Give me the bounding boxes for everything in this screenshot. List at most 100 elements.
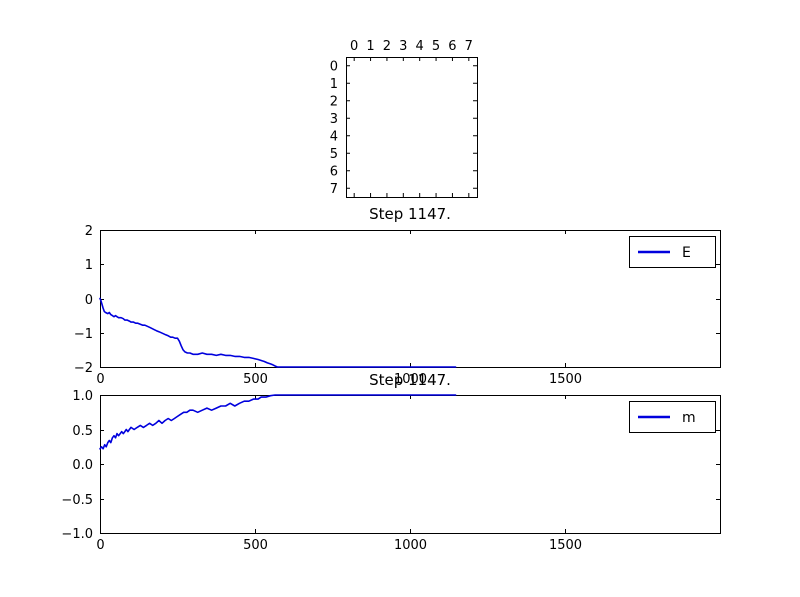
y-tick-label: 1 [330, 77, 338, 92]
x-tick-label: 500 [243, 372, 268, 387]
energy-legend: E [629, 236, 716, 268]
lattice-cell [444, 179, 461, 197]
x-tick-label: 1000 [394, 538, 427, 553]
y-tick-label: 7 [330, 182, 338, 197]
lattice-cell [395, 144, 412, 162]
lattice-cell [378, 57, 396, 75]
lattice-cell [411, 57, 428, 75]
y-tick-label: 5 [330, 147, 338, 162]
magnetization-plot: 0 500 1000 1500 1.0 0.5 0.0 −0.5 −1.0 [61, 389, 721, 553]
x-tick-label: 1500 [549, 372, 582, 387]
lattice-cell [427, 57, 445, 75]
lattice-cell [427, 109, 445, 127]
x-tick-label: 1500 [549, 538, 582, 553]
lattice-cell [460, 162, 478, 180]
axes-box [100, 395, 721, 534]
x-tick-label: 4 [416, 39, 424, 54]
magnetization-legend: m [629, 401, 716, 433]
lattice-cell [346, 127, 363, 145]
lattice-cell [460, 127, 478, 145]
x-tick-label: 1000 [394, 372, 427, 387]
lattice-cell [411, 179, 428, 197]
lattice-cell [362, 57, 379, 75]
x-tick-label: 500 [243, 538, 268, 553]
legend-label-m: m [682, 410, 696, 426]
lattice-cell [444, 127, 461, 145]
lattice-cell [444, 144, 461, 162]
lattice-cell [346, 179, 363, 197]
lattice-cell [395, 92, 412, 110]
lattice-cell [346, 57, 363, 75]
lattice-cell [362, 109, 379, 127]
lattice-cell [411, 92, 428, 110]
lattice-cell [460, 57, 478, 75]
lattice-cell [378, 144, 396, 162]
energy-plot-title: Step 1147. [369, 205, 451, 223]
y-tick-label: 0.0 [72, 458, 93, 473]
legend-label-E: E [682, 245, 691, 261]
y-tick-label: −0.5 [61, 493, 93, 508]
y-tick-label: −1.0 [61, 527, 93, 542]
axes-box [100, 230, 721, 368]
y-tick-label: 0 [330, 59, 338, 74]
lattice-cell [378, 179, 396, 197]
lattice-cell [378, 109, 396, 127]
series-line-m [99, 394, 457, 450]
x-tick-label: 6 [448, 39, 456, 54]
lattice-cell [362, 127, 379, 145]
y-tick-label: 0 [85, 293, 93, 308]
lattice-cell [346, 144, 363, 162]
series-line-E [99, 297, 457, 368]
lattice-cell [395, 127, 412, 145]
y-tick-label: 1 [85, 258, 93, 273]
lattice-cell [346, 162, 363, 180]
energy-plot: 0 500 1000 1500 2 1 0 −1 −2 [74, 224, 721, 387]
lattice-cell [395, 109, 412, 127]
y-tick-label: 1.0 [72, 389, 93, 404]
y-tick-label: 2 [85, 224, 93, 239]
x-tick-label: 2 [383, 39, 391, 54]
lattice-cell [395, 179, 412, 197]
lattice-cell [460, 74, 478, 92]
y-tick-label: 3 [330, 112, 338, 127]
lattice-cell [411, 109, 428, 127]
lattice-cell [411, 127, 428, 145]
lattice-cell [362, 74, 379, 92]
y-tick-label: 4 [330, 129, 338, 144]
y-tick-label: −2 [74, 361, 93, 376]
lattice-cell [411, 144, 428, 162]
lattice-cell [346, 92, 363, 110]
lattice-cell [362, 144, 379, 162]
lattice-cell [427, 74, 445, 92]
lattice-cell [378, 127, 396, 145]
lattice-cell [378, 92, 396, 110]
lattice-cell [444, 57, 461, 75]
lattice-cell [444, 92, 461, 110]
lattice-cell [411, 74, 428, 92]
lattice-cell [427, 144, 445, 162]
lattice-cell [460, 179, 478, 197]
y-tick-label: 6 [330, 164, 338, 179]
x-tick-label: 5 [432, 39, 440, 54]
y-tick-label: 0.5 [72, 424, 93, 439]
lattice-cell [362, 179, 379, 197]
lattice-cell [460, 109, 478, 127]
x-tick-label: 3 [399, 39, 407, 54]
lattice-cell [427, 179, 445, 197]
lattice-cell [362, 162, 379, 180]
x-tick-label: 0 [96, 538, 104, 553]
lattice-cell [346, 109, 363, 127]
x-tick-label: 0 [350, 39, 358, 54]
lattice-cell [395, 74, 412, 92]
x-tick-label: 7 [465, 39, 473, 54]
lattice-cell [444, 162, 461, 180]
magnetization-plot-title: Step 1147. [369, 371, 451, 389]
y-tick-label: 2 [330, 94, 338, 109]
lattice-cell [427, 127, 445, 145]
lattice-cell [444, 109, 461, 127]
lattice-cell [460, 144, 478, 162]
lattice-cell [362, 92, 379, 110]
lattice-cell [395, 162, 412, 180]
